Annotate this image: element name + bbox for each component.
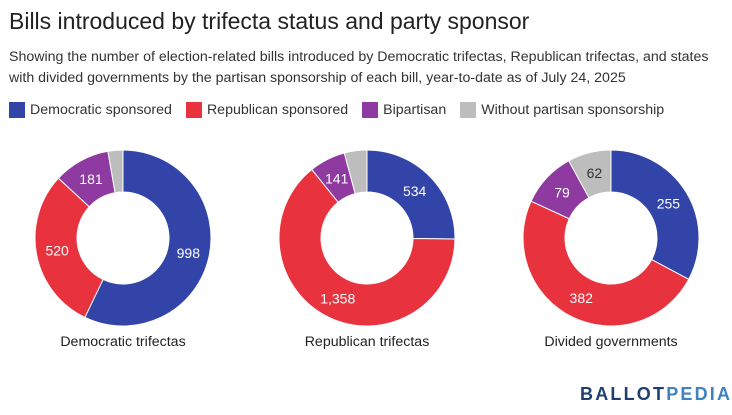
legend-label-bipartisan: Bipartisan (383, 102, 447, 118)
data-label-republican-trifectas-democratic: 534 (403, 183, 427, 199)
legend-item-democratic: Democratic sponsored (9, 102, 172, 118)
chart-label-democratic-trifectas: Democratic trifectas (60, 334, 186, 350)
legend: Democratic sponsored Republican sponsore… (9, 102, 678, 118)
logo-part-pedia: PEDIA (666, 384, 732, 404)
ballotpedia-logo: BALLOTPEDIA (580, 384, 732, 405)
legend-swatch-no-sponsor (460, 102, 477, 118)
legend-swatch-democratic (9, 102, 25, 118)
slice-democratic-trifectas-democratic (84, 149, 212, 327)
legend-label-democratic: Democratic sponsored (30, 102, 172, 118)
legend-item-republican: Republican sponsored (185, 102, 349, 118)
chart-label-republican-trifectas: Republican trifectas (304, 334, 430, 350)
logo-part-ballot: BALLOT (580, 384, 667, 404)
slice-republican-trifectas-democratic (366, 149, 456, 240)
data-label-democratic-trifectas-democratic: 998 (177, 245, 201, 261)
slice-democratic-trifectas-no-sponsor (107, 149, 124, 194)
slice-republican-trifectas-no-sponsor (343, 149, 368, 195)
slice-divided-governments-no-sponsor (568, 149, 612, 199)
chart-label-divided-governments: Divided governments (544, 334, 678, 350)
data-label-divided-governments-democratic: 255 (657, 195, 681, 211)
legend-item-no-sponsor: Without partisan sponsorship (460, 102, 664, 118)
data-label-divided-governments-bipartisan: 79 (554, 184, 570, 200)
data-label-republican-trifectas-republican: 1,358 (320, 290, 355, 306)
legend-label-no-sponsor: Without partisan sponsorship (481, 102, 665, 118)
legend-item-bipartisan: Bipartisan (362, 102, 446, 118)
slice-divided-governments-republican (522, 200, 690, 327)
slice-republican-trifectas-republican (278, 168, 456, 327)
legend-label-republican: Republican sponsored (206, 102, 349, 118)
data-label-democratic-trifectas-republican: 520 (45, 243, 69, 259)
chart-title: Bills introduced by trifecta status and … (9, 8, 530, 34)
data-label-democratic-trifectas-bipartisan: 181 (79, 171, 103, 187)
data-label-divided-governments-republican: 382 (570, 290, 594, 306)
legend-swatch-republican (185, 102, 202, 118)
legend-swatch-bipartisan (362, 102, 379, 118)
slice-democratic-trifectas-republican (34, 177, 104, 318)
data-label-divided-governments-no-sponsor: 62 (587, 165, 603, 181)
slice-divided-governments-democratic (610, 149, 700, 280)
data-label-republican-trifectas-bipartisan: 141 (325, 170, 349, 186)
chart-subtitle: Showing the number of election-related b… (9, 49, 709, 86)
